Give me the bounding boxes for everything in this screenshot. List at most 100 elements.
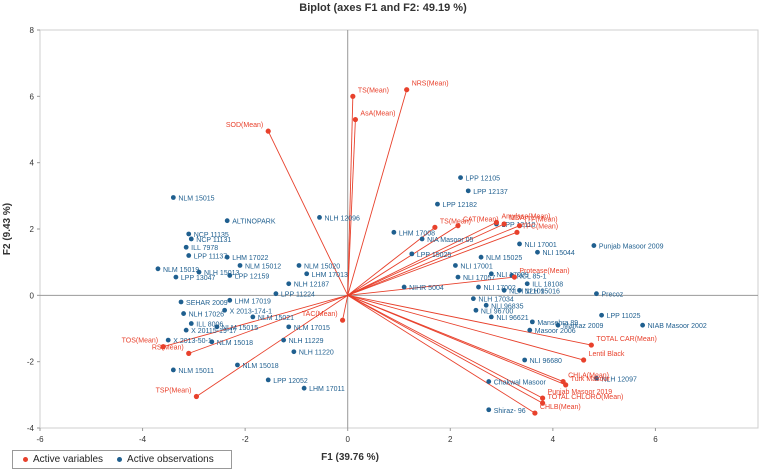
observation-label: LHM 17022 bbox=[232, 255, 268, 262]
legend-observations-label: Active observations bbox=[127, 454, 214, 465]
variable-label: TS(Mean) bbox=[358, 87, 389, 94]
observation-point bbox=[227, 273, 233, 278]
observation-label: LHM 17013 bbox=[312, 272, 348, 279]
observation-label: NLM 17015 bbox=[294, 325, 330, 332]
y-tick-label: 6 bbox=[30, 92, 35, 101]
variable-point bbox=[265, 128, 271, 134]
observation-point bbox=[301, 385, 307, 391]
observation-point bbox=[286, 281, 292, 287]
observation-label: NLM 15018 bbox=[217, 340, 253, 347]
observation-label: NLH 12187 bbox=[294, 282, 330, 289]
variable-vector bbox=[267, 130, 349, 296]
observation-point bbox=[473, 307, 479, 313]
observation-point bbox=[517, 287, 522, 293]
observation-label: ALTINOPARK bbox=[232, 219, 276, 226]
observation-label: NLM 15011 bbox=[178, 368, 214, 375]
observation-label: LPP 12052 bbox=[273, 378, 308, 385]
observation-label: NLH 12096 bbox=[325, 215, 361, 222]
observation-point bbox=[465, 188, 471, 194]
variable-point bbox=[581, 357, 587, 363]
observation-point bbox=[188, 236, 194, 242]
variable-vector bbox=[347, 225, 520, 296]
observation-label: X 2013-174-1 bbox=[230, 308, 273, 315]
observation-point bbox=[522, 357, 528, 363]
observation-point bbox=[170, 367, 176, 373]
legend-variables-marker bbox=[23, 457, 28, 462]
observation-point bbox=[453, 263, 458, 268]
observation-point bbox=[265, 377, 271, 383]
observation-label: NLI 17057 bbox=[463, 275, 495, 282]
x-axis-label: F1 (39.76 %) bbox=[321, 452, 379, 463]
observation-point bbox=[591, 243, 597, 248]
variable-vector bbox=[347, 231, 518, 296]
observation-point bbox=[224, 218, 230, 224]
observation-point bbox=[419, 236, 425, 242]
observation-point bbox=[529, 319, 535, 325]
observation-label: ILL 8006 bbox=[196, 322, 223, 329]
variable-point bbox=[193, 393, 200, 400]
observation-label: NLH 11220 bbox=[299, 350, 334, 357]
observation-point bbox=[209, 339, 215, 345]
variable-label: CHLB(Mean) bbox=[540, 404, 581, 411]
observation-label: LPP 12137 bbox=[473, 189, 508, 196]
variable-label: TOTAL CHLORO(Mean) bbox=[548, 394, 624, 401]
variable-vector bbox=[347, 221, 497, 296]
y-tick-label: -2 bbox=[27, 358, 35, 367]
observation-point bbox=[250, 314, 256, 320]
observation-point bbox=[178, 299, 184, 305]
observation-point bbox=[317, 214, 322, 220]
y-tick-label: -4 bbox=[27, 424, 35, 433]
variable-vector bbox=[347, 119, 356, 296]
variable-vector bbox=[162, 294, 348, 348]
variable-point bbox=[493, 219, 500, 225]
observation-label: Chakwal Masoor bbox=[494, 380, 547, 387]
observation-label: NLM 15025 bbox=[486, 255, 522, 262]
observation-label: Punjab Masoor 2009 bbox=[599, 244, 664, 251]
chart-legend: Active variables Active observations bbox=[12, 450, 232, 469]
observation-point bbox=[183, 244, 189, 250]
observation-point bbox=[186, 231, 192, 237]
variable-label: TAC(Mean) bbox=[302, 311, 338, 318]
variable-point bbox=[511, 274, 517, 280]
observation-points: NLM 15015 ALTINOPARK NLH 12096 NCP 11135NCP… bbox=[155, 175, 707, 415]
observation-label: NLH 15013 bbox=[204, 270, 240, 277]
observation-point bbox=[470, 296, 476, 302]
observation-label: ILL 7978 bbox=[191, 245, 218, 252]
observation-point bbox=[214, 324, 220, 330]
variable-vector bbox=[347, 294, 543, 399]
observation-point bbox=[476, 284, 481, 290]
observation-point bbox=[237, 263, 243, 268]
observation-point bbox=[188, 321, 194, 326]
observation-label: LPP 11025 bbox=[607, 313, 641, 320]
variable-point bbox=[160, 344, 166, 350]
observation-point bbox=[296, 263, 302, 268]
variable-label: TOS(Mean) bbox=[122, 338, 158, 345]
variable-vector bbox=[347, 225, 459, 296]
observation-label: NCP 11131 bbox=[196, 237, 231, 244]
variable-point bbox=[432, 224, 438, 230]
observation-label: X 20115-19-17 bbox=[191, 328, 237, 335]
observation-point bbox=[524, 281, 530, 287]
observation-point bbox=[527, 327, 533, 333]
observation-point bbox=[304, 271, 310, 277]
observation-point bbox=[170, 195, 176, 200]
observation-label: NLI 17001 bbox=[525, 242, 557, 249]
observation-label: NCP 11135 bbox=[194, 232, 229, 239]
observation-label: NLI 17002 bbox=[483, 285, 515, 292]
observation-label: NLH 15016 bbox=[525, 288, 561, 295]
observation-point bbox=[181, 311, 187, 316]
observation-label: LPP 15025 bbox=[417, 252, 452, 259]
observation-point bbox=[222, 307, 228, 313]
observation-point bbox=[291, 349, 297, 355]
variable-label: Lentil Black bbox=[589, 351, 625, 358]
observation-point bbox=[594, 291, 599, 297]
variable-vector bbox=[347, 89, 408, 296]
observation-label: LHM 17008 bbox=[399, 230, 435, 237]
observation-label: NLH 12097 bbox=[601, 376, 637, 383]
variable-vector bbox=[347, 294, 584, 361]
observation-point bbox=[196, 269, 202, 275]
observation-point bbox=[401, 284, 407, 290]
observation-label: Markaz 2009 bbox=[563, 323, 604, 330]
x-tick-label: 0 bbox=[345, 435, 350, 444]
observation-point bbox=[273, 291, 279, 297]
